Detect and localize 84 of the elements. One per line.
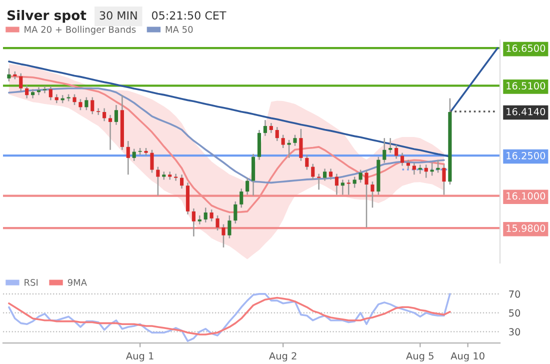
chart-subtitle: 30 MIN xyxy=(100,11,137,20)
candlestick xyxy=(234,200,238,224)
candlestick xyxy=(42,86,46,94)
candlestick xyxy=(334,173,339,196)
candlestick xyxy=(192,208,196,238)
x-tick-label: Aug 1 xyxy=(126,352,154,362)
candlestick xyxy=(96,108,100,116)
y-tick-label: 30 xyxy=(509,328,520,336)
candlestick xyxy=(7,68,11,82)
candlestick xyxy=(114,104,118,126)
candlestick xyxy=(126,140,130,176)
y-tick-label: 16.1000 xyxy=(506,192,546,200)
y-tick-label: 16.2500 xyxy=(506,152,546,160)
candlestick xyxy=(31,88,35,99)
candlestick xyxy=(257,129,262,160)
candlestick xyxy=(358,169,362,184)
candlestick xyxy=(442,164,446,196)
legend-label: 9MA xyxy=(68,279,87,286)
candlestick xyxy=(156,166,160,196)
y-tick-label: 15.9800 xyxy=(506,224,546,232)
candlestick xyxy=(240,188,244,208)
legend-label: RSI xyxy=(24,279,38,286)
candlestick xyxy=(281,134,285,149)
candlestick xyxy=(269,122,273,134)
candlestick xyxy=(180,174,184,190)
candlestick xyxy=(204,207,208,224)
candlestick xyxy=(84,96,88,111)
candlestick xyxy=(323,168,327,182)
y-tick-label: 16.4140 xyxy=(506,108,546,116)
candlestick xyxy=(263,119,267,137)
candlestick xyxy=(287,139,291,159)
legend-label: MA 20 + Bollinger Bands xyxy=(24,26,136,35)
candlestick xyxy=(328,168,333,180)
candlestick xyxy=(364,169,368,228)
candlestick xyxy=(436,159,440,174)
candlestick xyxy=(275,126,279,142)
candlestick xyxy=(132,148,136,162)
line-series xyxy=(8,293,451,342)
y-tick-label: 16.5100 xyxy=(506,82,546,90)
legend-label: MA 50 xyxy=(166,26,193,33)
text: 05:21:50 CET xyxy=(152,11,226,20)
candlestick xyxy=(293,134,297,146)
candlestick xyxy=(340,179,344,196)
candlestick xyxy=(388,137,392,154)
candlestick xyxy=(252,153,256,196)
candlestick xyxy=(108,114,112,151)
candlestick xyxy=(216,214,220,232)
x-tick-label: Aug 2 xyxy=(269,352,296,362)
candlestick xyxy=(19,72,23,92)
candlestick xyxy=(311,163,315,180)
candlestick xyxy=(72,94,76,106)
candlestick xyxy=(246,177,250,196)
candlestick xyxy=(174,173,178,182)
candlestick xyxy=(102,108,106,122)
candlestick xyxy=(305,154,309,170)
candlestick xyxy=(400,152,404,166)
candlestick xyxy=(382,137,386,164)
candlestick xyxy=(346,179,350,196)
candlestick xyxy=(90,96,94,115)
y-tick-label: 50 xyxy=(509,309,520,317)
candlestick xyxy=(25,84,29,99)
line-series xyxy=(449,47,499,114)
candlestick xyxy=(418,164,422,174)
candlestick xyxy=(210,208,214,222)
candlestick xyxy=(317,173,321,190)
candlestick xyxy=(78,98,82,111)
candlestick xyxy=(198,214,202,225)
line-series xyxy=(8,296,451,336)
line-series xyxy=(8,60,451,158)
candlestick xyxy=(228,214,232,239)
candlestick xyxy=(222,224,226,248)
x-tick-label: Aug 10 xyxy=(450,352,484,362)
y-tick-label: 16.6500 xyxy=(506,44,546,52)
x-tick-label: Aug 5 xyxy=(406,352,434,362)
y-tick-label: 70 xyxy=(509,290,520,298)
candlestick xyxy=(394,144,398,160)
candlestick xyxy=(412,162,416,176)
candlestick xyxy=(48,86,52,101)
candlestick xyxy=(352,176,356,188)
chart-title: Silver spot xyxy=(8,10,86,23)
candlestick xyxy=(299,128,303,162)
candlestick xyxy=(370,180,374,208)
candlestick xyxy=(424,164,428,178)
candlestick xyxy=(150,149,154,174)
